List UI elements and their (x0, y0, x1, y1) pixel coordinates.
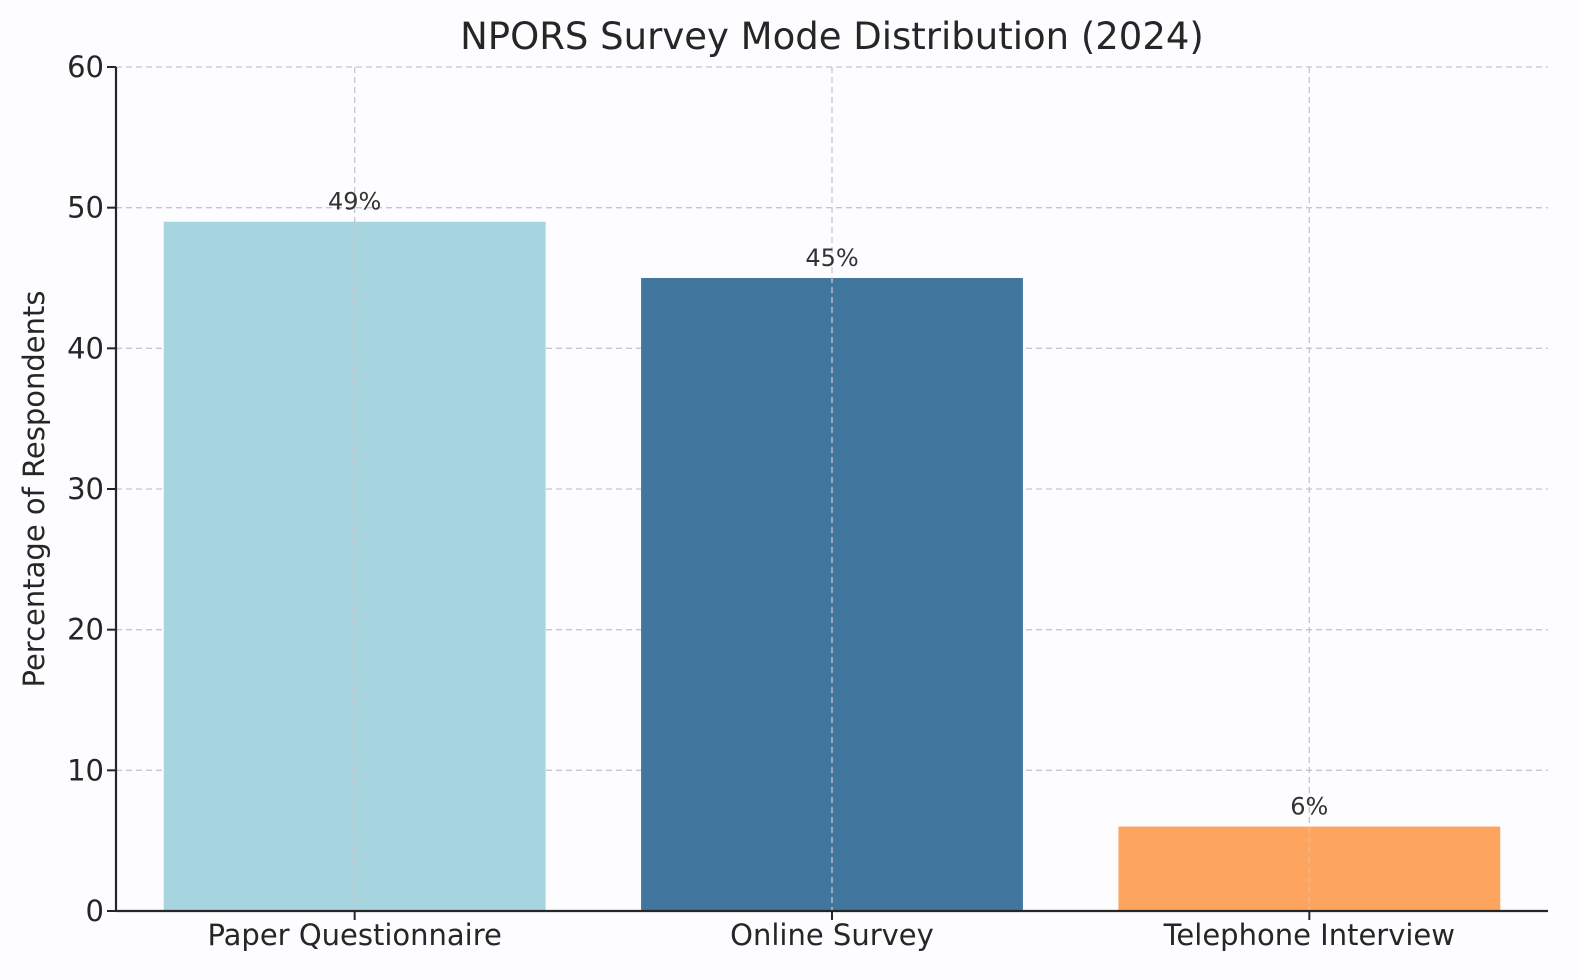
vertical-grid-layer (354, 67, 1310, 911)
y-tick-label: 60 (67, 50, 104, 84)
y-tick-label: 50 (67, 191, 104, 225)
y-tick-label: 10 (67, 753, 104, 787)
y-axis-title: Percentage of Respondents (17, 291, 51, 688)
tick-layer: 0 10 20 30 40 50 60 Paper Questionnaire Online S… (67, 50, 1455, 952)
x-tick-label: Telephone Interview (1163, 918, 1455, 952)
chart-title: NPORS Survey Mode Distribution (2024) (460, 15, 1204, 58)
x-tick-label: Online Survey (730, 918, 934, 952)
y-tick-label: 30 (67, 472, 104, 506)
y-tick-label: 0 (86, 894, 104, 928)
bar (163, 221, 546, 911)
y-tick-label: 20 (67, 613, 104, 647)
bar (641, 278, 1023, 911)
bar-data-label: 49% (328, 188, 381, 216)
x-tick-label: Paper Questionnaire (207, 918, 501, 952)
bar-data-label: 6% (1290, 793, 1328, 821)
y-tick-label: 40 (67, 331, 104, 365)
bar-data-label: 45% (805, 244, 858, 272)
data-label-layer: 49% 45% 6% (328, 188, 1328, 821)
